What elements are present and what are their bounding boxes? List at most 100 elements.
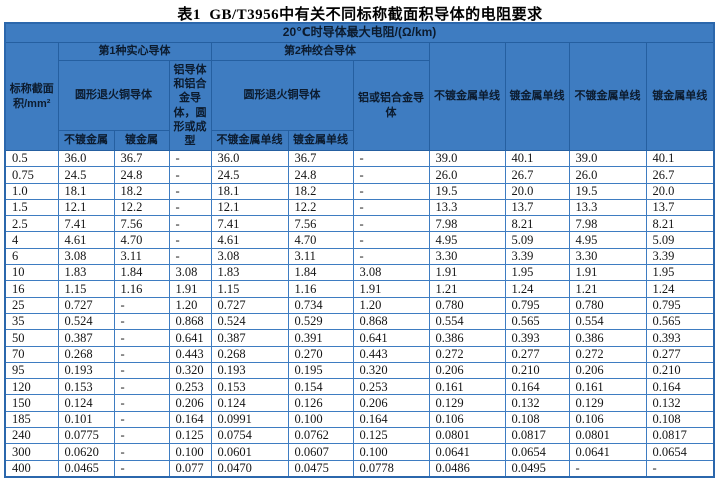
value-cell: 0.077	[168, 459, 212, 478]
value-cell: -	[352, 231, 430, 249]
header-plated-wire-b: 镀金属单线	[645, 42, 715, 151]
value-cell: 3.39	[645, 247, 715, 266]
value-cell: 0.0801	[568, 427, 647, 445]
value-cell: 0.393	[645, 329, 715, 347]
value-cell: 0.795	[645, 296, 715, 314]
value-cell: 0.0654	[645, 443, 715, 461]
value-cell: 1.91	[428, 264, 506, 282]
value-cell: 0.0654	[504, 443, 570, 461]
value-cell: 0.0754	[210, 427, 289, 445]
table-row: 185 0.101-0.164 0.0991 0.100 0.164 0.106 0.108…	[4, 410, 715, 429]
header-aluminium-type1: 铝导体和铝合金导体，圆形或成型	[168, 60, 212, 151]
value-cell: 5.09	[645, 231, 715, 249]
value-cell: 36.0	[210, 149, 289, 168]
value-cell: 0.270	[287, 345, 354, 363]
value-cell: 0.106	[568, 410, 647, 429]
value-cell: 20.0	[504, 182, 570, 200]
value-cell: -	[113, 410, 170, 429]
value-cell: 0.727	[210, 296, 289, 314]
value-cell: 13.3	[568, 198, 647, 217]
table-row: 0.75 24.5 24.8-24.5 24.8-26.0 26.7 26.0 26.7	[4, 166, 715, 184]
table-row: 120 0.153-0.253 0.153 0.154 0.253 0.161 0.164 0…	[4, 378, 715, 396]
table-row: 400 0.0465-0.077 0.0470 0.0475 0.0778 0.0486 0…	[4, 459, 715, 478]
value-cell: 0.443	[168, 345, 212, 363]
value-cell: 0.277	[504, 345, 570, 363]
value-cell: -	[352, 166, 430, 184]
value-cell: 0.393	[504, 329, 570, 347]
value-cell: 3.08	[210, 247, 289, 266]
table-row: 35 0.524-0.868 0.524 0.529 0.868 0.554 0.565 0.…	[4, 312, 715, 331]
header-copper-type1: 圆形退火铜导体	[57, 60, 170, 131]
value-cell: 18.2	[113, 182, 170, 200]
header-sub-unplated: 不镀金属	[57, 130, 115, 151]
value-cell: 0.529	[287, 312, 354, 331]
value-cell: 39.0	[428, 149, 506, 168]
table-row: 70 0.268-0.443 0.268 0.270 0.443 0.272 0.277 0.…	[4, 345, 715, 363]
header-type1-solid: 第1种实心导体	[57, 42, 212, 61]
value-cell: 4.61	[57, 231, 115, 249]
value-cell: 36.7	[113, 149, 170, 168]
value-cell: 0.565	[645, 312, 715, 331]
value-cell: 0.272	[568, 345, 647, 363]
value-cell: 3.39	[504, 247, 570, 266]
value-cell: -	[113, 345, 170, 363]
value-cell: 0.153	[210, 378, 289, 396]
value-cell: -	[352, 182, 430, 200]
value-cell: 0.795	[504, 296, 570, 314]
value-cell: 0.206	[428, 361, 506, 380]
value-cell: 0.0465	[57, 459, 115, 478]
area-cell: 240	[4, 427, 59, 445]
value-cell: 0.554	[568, 312, 647, 331]
value-cell: 0.161	[568, 378, 647, 396]
value-cell: -	[352, 149, 430, 168]
value-cell: 0.100	[287, 410, 354, 429]
header-unplated-wire-b: 不镀金属单线	[568, 42, 647, 151]
value-cell: 3.11	[287, 247, 354, 266]
value-cell: 18.2	[287, 182, 354, 200]
area-cell: 6	[4, 247, 59, 266]
value-cell: 0.132	[645, 394, 715, 412]
value-cell: 13.7	[504, 198, 570, 217]
value-cell: 26.7	[645, 166, 715, 184]
header-aluminium-type2: 铝或铝合金导体	[352, 60, 430, 151]
value-cell: 1.91	[168, 280, 212, 298]
header-type2-stranded: 第2种绞合导体	[210, 42, 430, 61]
area-cell: 1.5	[4, 198, 59, 217]
area-cell: 300	[4, 443, 59, 461]
value-cell: 0.387	[57, 329, 115, 347]
value-cell: 0.206	[352, 394, 430, 412]
value-cell: 1.16	[287, 280, 354, 298]
value-cell: 0.0817	[504, 427, 570, 445]
value-cell: 0.125	[352, 427, 430, 445]
value-cell: 0.734	[287, 296, 354, 314]
value-cell: 3.11	[113, 247, 170, 266]
area-cell: 120	[4, 378, 59, 396]
area-cell: 50	[4, 329, 59, 347]
value-cell: 7.98	[568, 215, 647, 233]
header-sub-plated-wire: 镀金属单线	[287, 130, 354, 151]
value-cell: -	[168, 198, 212, 217]
value-cell: 0.524	[210, 312, 289, 331]
value-cell: 39.0	[568, 149, 647, 168]
value-cell: 0.132	[504, 394, 570, 412]
value-cell: 0.0495	[504, 459, 570, 478]
value-cell: 0.524	[57, 312, 115, 331]
value-cell: 0.164	[352, 410, 430, 429]
value-cell: 40.1	[504, 149, 570, 168]
value-cell: -	[352, 247, 430, 266]
value-cell: 1.95	[504, 264, 570, 282]
value-cell: -	[113, 427, 170, 445]
value-cell: 1.20	[168, 296, 212, 314]
value-cell: 8.21	[504, 215, 570, 233]
area-cell: 400	[4, 459, 59, 478]
value-cell: 36.7	[287, 149, 354, 168]
value-cell: 0.101	[57, 410, 115, 429]
table-row: 16 1.15 1.16 1.91 1.15 1.16 1.91 1.21 1.24 1.21 1.…	[4, 280, 715, 298]
value-cell: 26.0	[428, 166, 506, 184]
value-cell: 0.268	[210, 345, 289, 363]
value-cell: 4.70	[113, 231, 170, 249]
area-cell: 185	[4, 410, 59, 429]
value-cell: 0.0470	[210, 459, 289, 478]
header-area: 标称截面积/mm²	[4, 42, 59, 151]
value-cell: 0.164	[168, 410, 212, 429]
